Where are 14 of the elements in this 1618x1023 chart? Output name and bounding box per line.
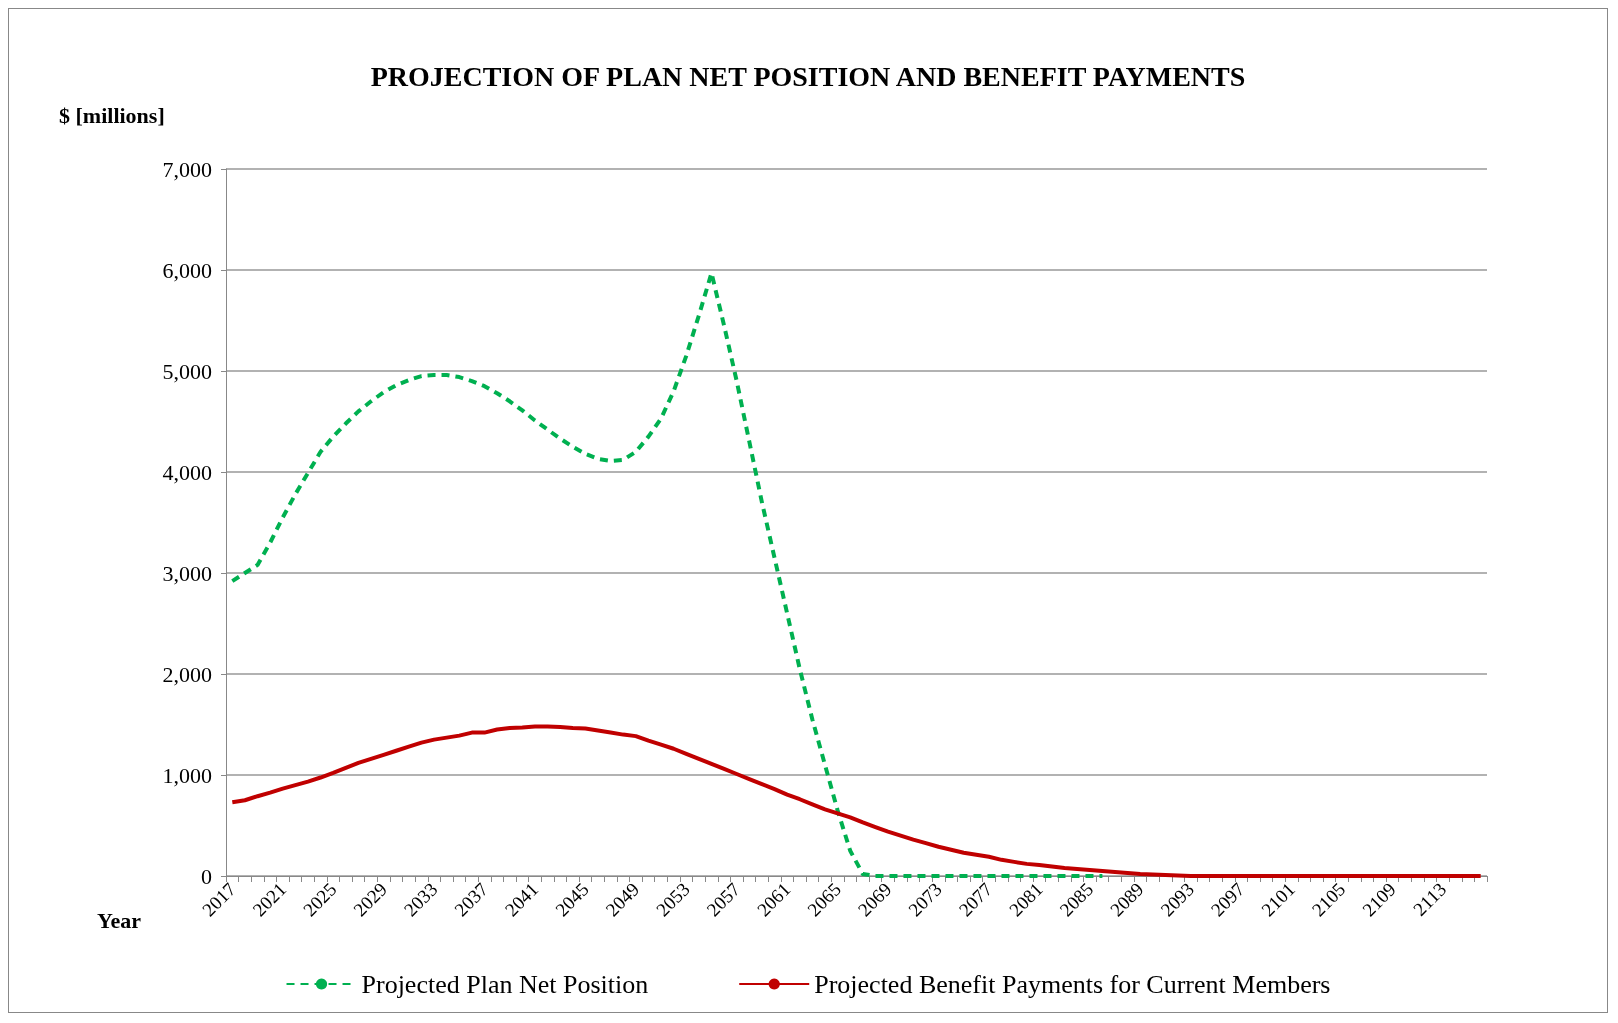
y-tick-label: 6,000 bbox=[162, 257, 212, 283]
y-tick-label: 2,000 bbox=[162, 661, 212, 687]
legend-label: Projected Plan Net Position bbox=[361, 969, 649, 999]
y-tick-label: 0 bbox=[201, 863, 212, 889]
y-tick-label: 5,000 bbox=[162, 358, 212, 384]
legend-label: Projected Benefit Payments for Current Members bbox=[814, 969, 1331, 999]
y-tick-label: 3,000 bbox=[162, 560, 212, 586]
chart-title: PROJECTION OF PLAN NET POSITION AND BENEFIT PAYMENTS bbox=[370, 60, 1246, 92]
y-axis-title: $ [millions] bbox=[59, 102, 165, 128]
y-tick-label: 4,000 bbox=[162, 459, 212, 485]
y-tick-label: 1,000 bbox=[162, 762, 212, 788]
y-tick-label: 7,000 bbox=[162, 156, 212, 182]
line-series bbox=[230, 724, 1483, 878]
x-axis-title: Year bbox=[97, 907, 142, 933]
